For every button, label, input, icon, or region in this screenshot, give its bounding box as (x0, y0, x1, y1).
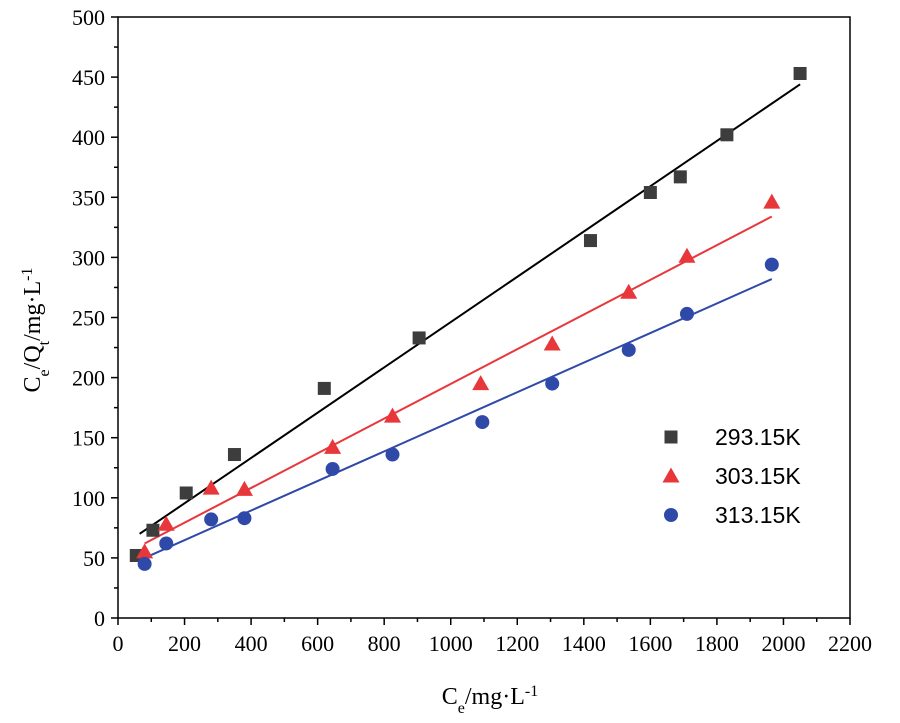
data-point (643, 185, 657, 199)
axes: 0 200 400 600 800 1000 1200 1400 1600 1800 2000 220… (72, 5, 872, 656)
data-point (543, 335, 561, 351)
y-axis-title: Ce/Qt/mg·L-1 (19, 268, 53, 393)
data-point (764, 257, 779, 272)
data-point (678, 247, 696, 263)
legend-label: 293.15K (715, 424, 801, 450)
x-tick-label: 400 (235, 631, 268, 656)
x-tick-label: 1600 (628, 631, 672, 656)
y-tick-label: 500 (72, 5, 105, 30)
x-tick-label: 600 (301, 631, 334, 656)
x-tick-label: 2000 (761, 631, 805, 656)
x-axis-title: Ce/mg·L-1 (442, 683, 538, 717)
y-tick-label: 450 (72, 65, 105, 90)
legend-marker-293.15K (664, 430, 678, 444)
fit-lines (139, 83, 801, 559)
y-tick-label: 0 (94, 606, 105, 631)
y-tick-label: 350 (72, 185, 105, 210)
data-point (157, 515, 175, 531)
y-tick-label: 400 (72, 125, 105, 150)
data-point (475, 415, 490, 430)
data-point (129, 548, 143, 562)
x-tick-label: 1200 (495, 631, 539, 656)
data-point (204, 512, 219, 527)
data-point (159, 536, 174, 551)
data-point (412, 331, 426, 345)
x-tick-label: 2200 (828, 631, 872, 656)
y-tick-label: 150 (72, 426, 105, 451)
data-point (472, 375, 490, 391)
data-point (620, 283, 638, 299)
data-point (146, 523, 160, 537)
x-tick-label: 1400 (562, 631, 606, 656)
data-point (179, 486, 193, 500)
x-tick-label: 1800 (695, 631, 739, 656)
data-point (720, 128, 734, 142)
x-tick-label: 200 (168, 631, 201, 656)
data-point (324, 438, 342, 454)
x-tick-label: 1000 (429, 631, 473, 656)
data-points (129, 66, 807, 571)
data-point (227, 448, 241, 462)
data-point (317, 381, 331, 395)
data-point (673, 170, 687, 184)
data-point (679, 306, 694, 321)
y-tick-label: 300 (72, 245, 105, 270)
y-tick-label: 200 (72, 366, 105, 391)
legend-label: 303.15K (715, 463, 801, 489)
data-point (237, 511, 252, 526)
data-point (545, 376, 560, 391)
data-point (202, 479, 220, 495)
x-tick-label: 0 (113, 631, 124, 656)
x-tick-label: 800 (368, 631, 401, 656)
legend-marker-303.15K (662, 467, 680, 483)
data-point (385, 447, 400, 462)
data-point (325, 461, 340, 476)
y-tick-label: 250 (72, 306, 105, 331)
data-point (793, 66, 807, 80)
y-tick-label: 50 (83, 546, 105, 571)
data-point (137, 556, 152, 571)
y-tick-label: 100 (72, 486, 105, 511)
legend: 293.15K 303.15K 313.15K (662, 424, 801, 528)
data-point (235, 480, 253, 496)
data-point (583, 234, 597, 248)
data-point (621, 342, 636, 357)
fit-line-293.15K (139, 83, 801, 535)
fit-line-303.15K (144, 215, 773, 545)
legend-marker-313.15K (664, 508, 678, 522)
data-point (763, 193, 781, 209)
legend-label: 313.15K (715, 502, 801, 528)
data-point (384, 407, 401, 423)
fit-line-313.15K (144, 278, 773, 559)
data-point (136, 543, 154, 559)
